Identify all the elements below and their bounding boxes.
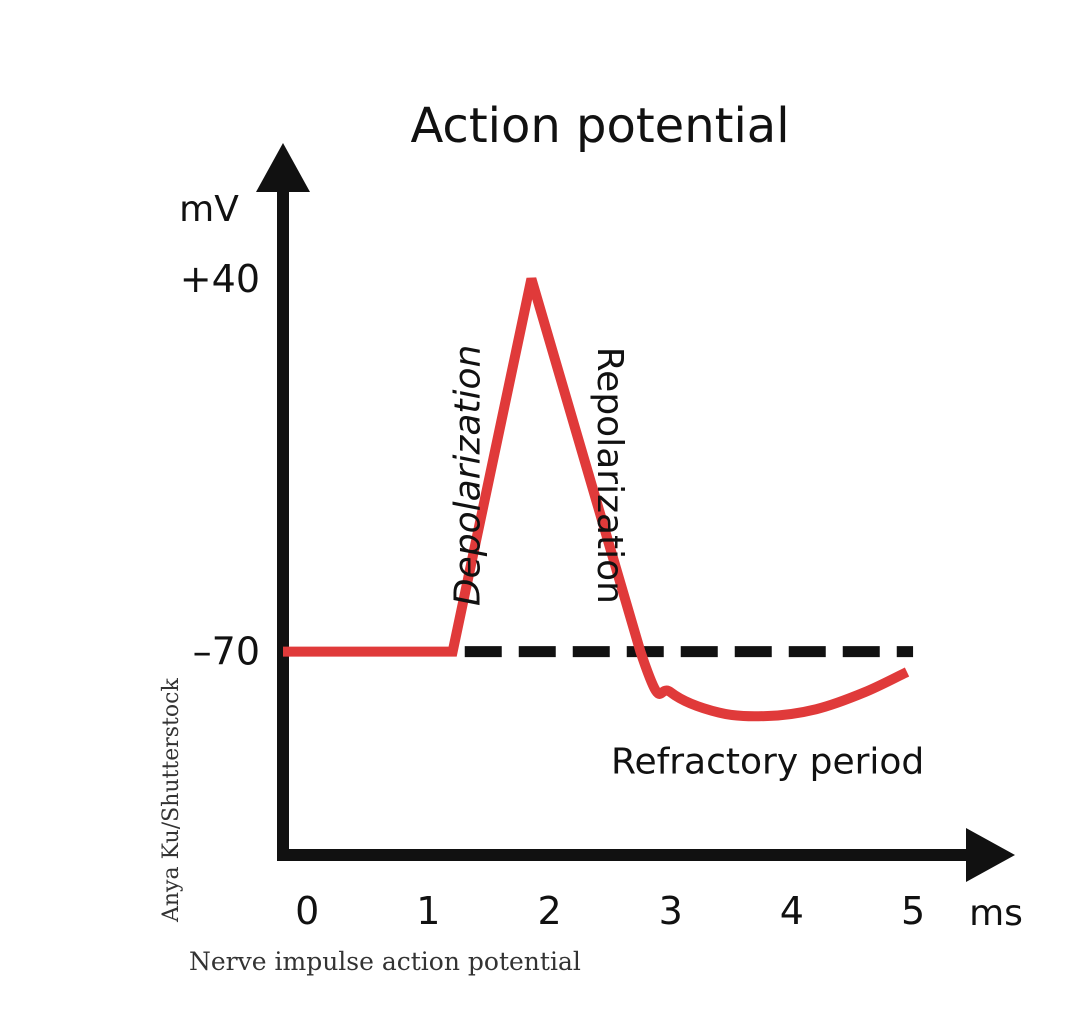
figure-caption: Nerve impulse action potential (189, 947, 581, 976)
y-tick-label: +40 (180, 257, 260, 301)
phase-annotations: Depolarization Repolarization Refractory p… (447, 345, 924, 783)
axes (256, 143, 1015, 882)
x-tick-label: 5 (901, 889, 925, 933)
x-tick-label: 3 (659, 889, 683, 933)
refractory-period-label: Refractory period (611, 742, 924, 783)
x-tick-label: 2 (537, 889, 561, 933)
image-credit: Anya Ku/Shutterstock (159, 678, 184, 923)
x-tick-label: 0 (295, 889, 319, 933)
y-tick-labels: +40 –70 (180, 257, 260, 674)
y-axis-arrowhead (256, 143, 310, 192)
y-axis-label: mV (179, 189, 239, 230)
y-tick-label: –70 (193, 630, 260, 674)
x-tick-labels: 0 1 2 3 4 5 (295, 889, 925, 933)
x-tick-label: 4 (780, 889, 804, 933)
chart-title: Action potential (410, 98, 789, 154)
depolarization-label: Depolarization (447, 345, 488, 607)
x-tick-label: 1 (416, 889, 440, 933)
x-axis-arrowhead (966, 828, 1015, 882)
repolarization-label: Repolarization (589, 347, 630, 604)
action-potential-curve (283, 277, 910, 722)
x-axis-label: ms (969, 893, 1023, 934)
